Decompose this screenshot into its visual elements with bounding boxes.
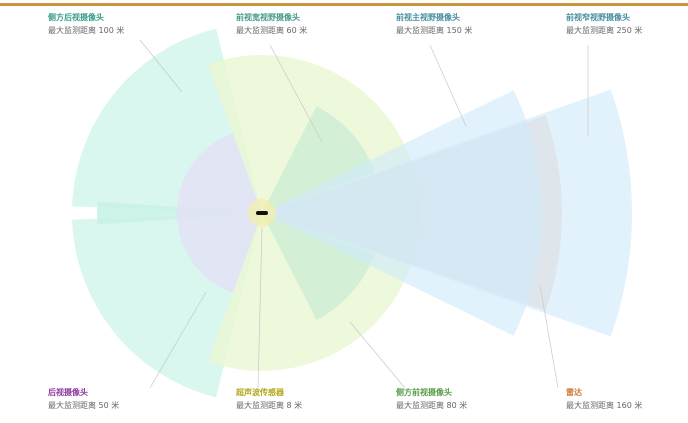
leader	[257, 227, 263, 389]
leader	[349, 321, 406, 389]
leader	[269, 44, 323, 143]
coverage	[72, 28, 632, 398]
sensor-name: 侧方前视摄像头	[396, 387, 452, 397]
sensor-range: 最大监测距离 80 米	[396, 400, 467, 410]
leader	[539, 284, 559, 389]
sensor-range: 最大监测距离 160 米	[566, 400, 642, 410]
car	[248, 199, 276, 227]
sensor-sector	[177, 133, 262, 293]
leader	[139, 39, 183, 93]
leader	[149, 291, 207, 389]
sensor-range: 最大监测距离 8 米	[236, 400, 302, 410]
sensor-sector	[262, 90, 543, 336]
leader	[429, 44, 467, 127]
sensor-sector	[262, 106, 375, 213]
sensor-name: 雷达	[566, 387, 582, 397]
sensor-range: 最大监测距离 60 米	[236, 25, 307, 35]
car-icon	[256, 211, 268, 215]
sensor-range: 最大监测距离 100 米	[48, 25, 124, 35]
sensor-name: 后视摄像头	[48, 387, 88, 397]
leader-lines	[139, 39, 589, 389]
sensor-name: 前视宽视野摄像头	[236, 12, 300, 22]
sensor-range: 最大监测距离 250 米	[566, 25, 642, 35]
sensor-name: 前视主视野摄像头	[396, 12, 460, 22]
sensor-range: 最大监测距离 150 米	[396, 25, 472, 35]
top-rule	[0, 3, 688, 6]
sensor-range: 最大监测距离 50 米	[48, 400, 119, 410]
sensor-sector	[262, 213, 375, 320]
sensor-name: 侧方后视摄像头	[48, 12, 104, 22]
sensor-name: 超声波传感器	[235, 387, 285, 397]
sensor-name: 前视窄视野摄像头	[566, 12, 630, 22]
